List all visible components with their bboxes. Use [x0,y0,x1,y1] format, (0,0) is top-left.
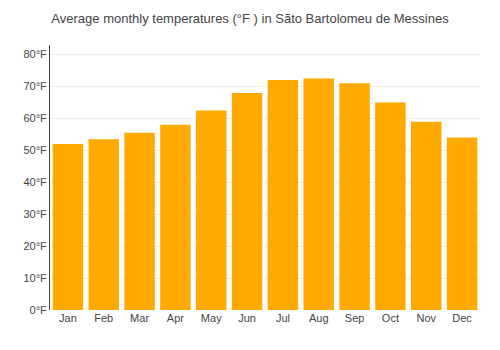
svg-text:Nov: Nov [416,312,436,324]
svg-text:Jan: Jan [59,312,77,324]
svg-text:20°F: 20°F [23,240,47,252]
svg-text:70°F: 70°F [23,80,47,92]
svg-text:Sep: Sep [345,312,365,324]
svg-text:Jun: Jun [238,312,256,324]
svg-text:Apr: Apr [167,312,184,324]
svg-text:Oct: Oct [382,312,399,324]
svg-text:Mar: Mar [130,312,149,324]
svg-text:30°F: 30°F [23,208,47,220]
svg-text:40°F: 40°F [23,176,47,188]
svg-text:60°F: 60°F [23,112,47,124]
svg-text:50°F: 50°F [23,144,47,156]
svg-text:10°F: 10°F [23,272,47,284]
svg-text:May: May [201,312,222,324]
svg-text:0°F: 0°F [30,304,48,316]
svg-text:Jul: Jul [276,312,290,324]
svg-text:Feb: Feb [94,312,113,324]
svg-text:Aug: Aug [309,312,329,324]
svg-text:Dec: Dec [452,312,472,324]
svg-text:80°F: 80°F [23,48,47,60]
svg-text:Average monthly temperatures (: Average monthly temperatures (°F ) in Sã… [51,11,449,26]
